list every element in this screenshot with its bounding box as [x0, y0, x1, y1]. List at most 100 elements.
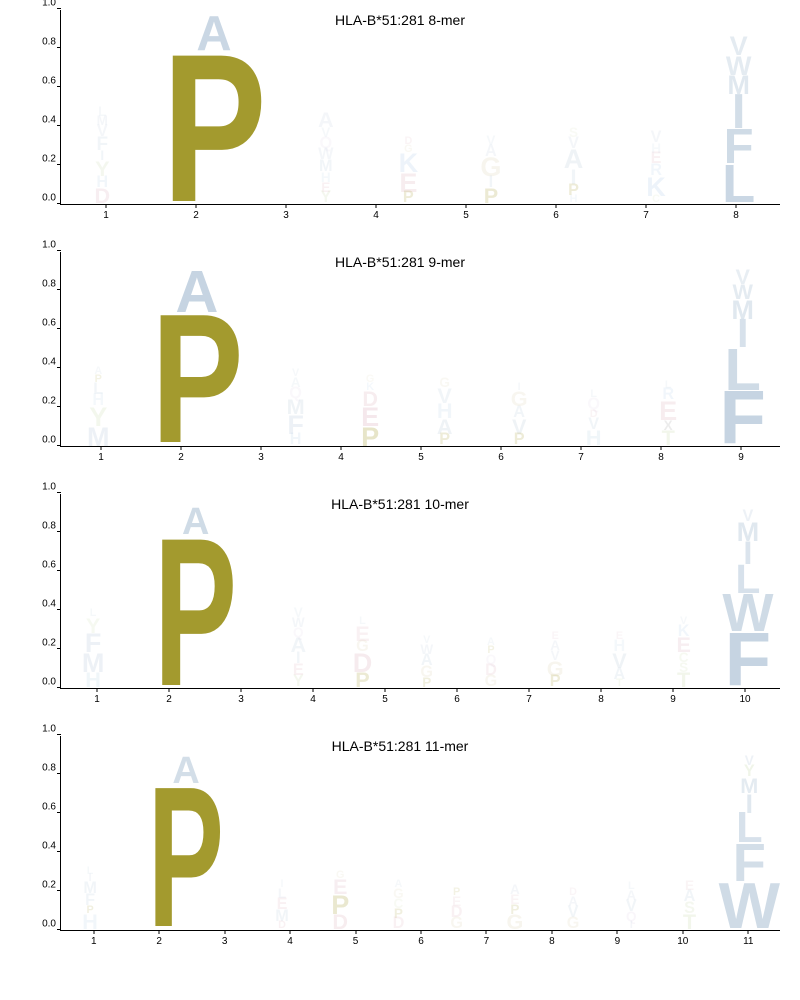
- x-tick-label: 9: [615, 936, 621, 947]
- logo-letter: H: [61, 672, 125, 688]
- y-tick-label: 0.8: [42, 763, 56, 774]
- x-tick-label: 1: [103, 210, 109, 221]
- x-tick-label: 7: [643, 210, 649, 221]
- y-tick-label: 0.6: [42, 318, 56, 329]
- logo-column: VHERKC: [615, 10, 698, 204]
- plot-area: 0.00.20.40.60.81.0123456789APLHYMAPVAQMF…: [60, 252, 780, 447]
- x-tick-label: 8: [549, 936, 555, 947]
- logo-letter: G: [486, 914, 544, 930]
- logo-columns: APLHYMAPVAQMFHGKDEPGVHAPIGAVPLQDVHLREXTV…: [61, 252, 780, 446]
- y-tick-label: 0.6: [42, 802, 56, 813]
- logo-column: DGKEP: [367, 10, 450, 204]
- logo-panel: HLA-B*51:281 11-mer0.00.20.40.60.81.0123…: [20, 736, 780, 963]
- logo-column: ILEMD: [253, 736, 311, 930]
- x-tick-label: 4: [338, 452, 344, 463]
- y-tick-label: 0.2: [42, 396, 56, 407]
- logo-letter: P: [333, 427, 408, 447]
- plot-area: 0.00.20.40.60.81.01234567891011LIMFPHAPI…: [60, 736, 780, 931]
- plot-area: 0.00.20.40.60.81.012345678LMVFIYHDAPAVQW…: [60, 10, 780, 205]
- x-tick-label: 3: [283, 210, 289, 221]
- logo-letter: G: [428, 918, 486, 930]
- logo-columns: LYFMHAPVWQAIEYLEGDPVWAGPAPQDGEAVGPEHVATV…: [61, 494, 780, 688]
- y-tick-label: 1.0: [42, 482, 56, 493]
- y-tick-label: 0.4: [42, 841, 56, 852]
- x-tick-label: 5: [463, 210, 469, 221]
- panel-title: HLA-B*51:281 10-mer: [331, 496, 469, 512]
- y-tick-label: 0.0: [42, 677, 56, 688]
- logo-letter: T: [631, 430, 706, 446]
- logo-letter: D: [369, 918, 427, 930]
- logo-letter: P: [407, 434, 482, 446]
- logo-letter: P: [367, 192, 450, 204]
- logo-letter: Y: [266, 676, 330, 688]
- x-tick-label: 3: [238, 694, 244, 705]
- logo-letter: P: [523, 676, 587, 688]
- panel-title: HLA-B*51:281 8-mer: [335, 12, 465, 28]
- logo-panel: HLA-B*51:281 10-mer0.00.20.40.60.81.0123…: [20, 494, 780, 721]
- logo-column: LREXT: [631, 252, 706, 446]
- x-tick-label: 6: [553, 210, 559, 221]
- x-tick-label: 8: [598, 694, 604, 705]
- logo-column: VYMILFW: [719, 736, 780, 930]
- logo-letter: P: [162, 52, 266, 204]
- logo-column: GVHAP: [407, 252, 482, 446]
- logo-column: AEPG: [486, 736, 544, 930]
- logo-column: LAVQI: [602, 736, 660, 930]
- x-tick-label: 1: [91, 936, 97, 947]
- logo-column: SVAIPH: [532, 10, 615, 204]
- y-tick-label: 0.6: [42, 560, 56, 571]
- logo-column: APQDG: [459, 494, 523, 688]
- logo-panel: HLA-B*51:281 8-mer0.00.20.40.60.81.01234…: [20, 10, 780, 237]
- x-tick-label: 4: [310, 694, 316, 705]
- logo-letter: P: [395, 678, 459, 688]
- logo-column: EAVGP: [523, 494, 587, 688]
- logo-letter: F: [705, 391, 780, 446]
- logo-letter: H: [61, 914, 119, 930]
- logo-letter: G: [459, 676, 523, 688]
- logo-letter: G: [544, 918, 602, 930]
- sequence-logo-figure: HLA-B*51:281 8-mer0.00.20.40.60.81.01234…: [20, 10, 780, 963]
- logo-panel: HLA-B*51:281 9-mer0.00.20.40.60.81.01234…: [20, 252, 780, 479]
- logo-letter: W: [719, 883, 780, 930]
- y-axis: 0.00.20.40.60.81.0: [21, 736, 61, 930]
- y-tick-label: 1.0: [42, 724, 56, 735]
- y-tick-label: 0.8: [42, 279, 56, 290]
- x-tick-label: 10: [677, 936, 688, 947]
- x-tick-label: 7: [526, 694, 532, 705]
- y-tick-label: 0.0: [42, 919, 56, 930]
- x-tick-label: 6: [418, 936, 424, 947]
- y-tick-label: 0.4: [42, 599, 56, 610]
- logo-column: VWMILF: [705, 252, 780, 446]
- logo-column: VWQAIEY: [266, 494, 330, 688]
- logo-column: VWAGP: [395, 494, 459, 688]
- logo-letter: H: [556, 430, 631, 446]
- logo-column: VMILWF: [716, 494, 780, 688]
- logo-letter: P: [151, 313, 243, 446]
- logo-column: LQDVH: [556, 252, 631, 446]
- y-tick-label: 0.2: [42, 638, 56, 649]
- logo-column: AVQWMHEY: [284, 10, 367, 204]
- logo-column: GKDEP: [333, 252, 408, 446]
- y-tick-label: 1.0: [42, 240, 56, 251]
- logo-column: EAST: [660, 736, 718, 930]
- x-tick-label: 4: [287, 936, 293, 947]
- y-tick-label: 0.8: [42, 37, 56, 48]
- y-tick-label: 0.2: [42, 154, 56, 165]
- logo-letter: T: [587, 680, 651, 688]
- x-tick-label: 7: [484, 936, 490, 947]
- logo-column: DAVG: [544, 736, 602, 930]
- logo-letter: T: [660, 914, 718, 930]
- logo-letter: H: [258, 434, 333, 446]
- x-tick-label: 6: [498, 452, 504, 463]
- x-tick-label: 7: [578, 452, 584, 463]
- x-tick-label: 6: [454, 694, 460, 705]
- y-tick-label: 0.0: [42, 435, 56, 446]
- logo-letter: P: [148, 786, 224, 930]
- logo-column: LYFMH: [61, 494, 125, 688]
- logo-letter: T: [652, 672, 716, 688]
- x-tick-label: 4: [373, 210, 379, 221]
- x-tick-label: 5: [382, 694, 388, 705]
- logo-column: LIMFPH: [61, 736, 119, 930]
- x-tick-label: 9: [670, 694, 676, 705]
- x-tick-label: 1: [98, 452, 104, 463]
